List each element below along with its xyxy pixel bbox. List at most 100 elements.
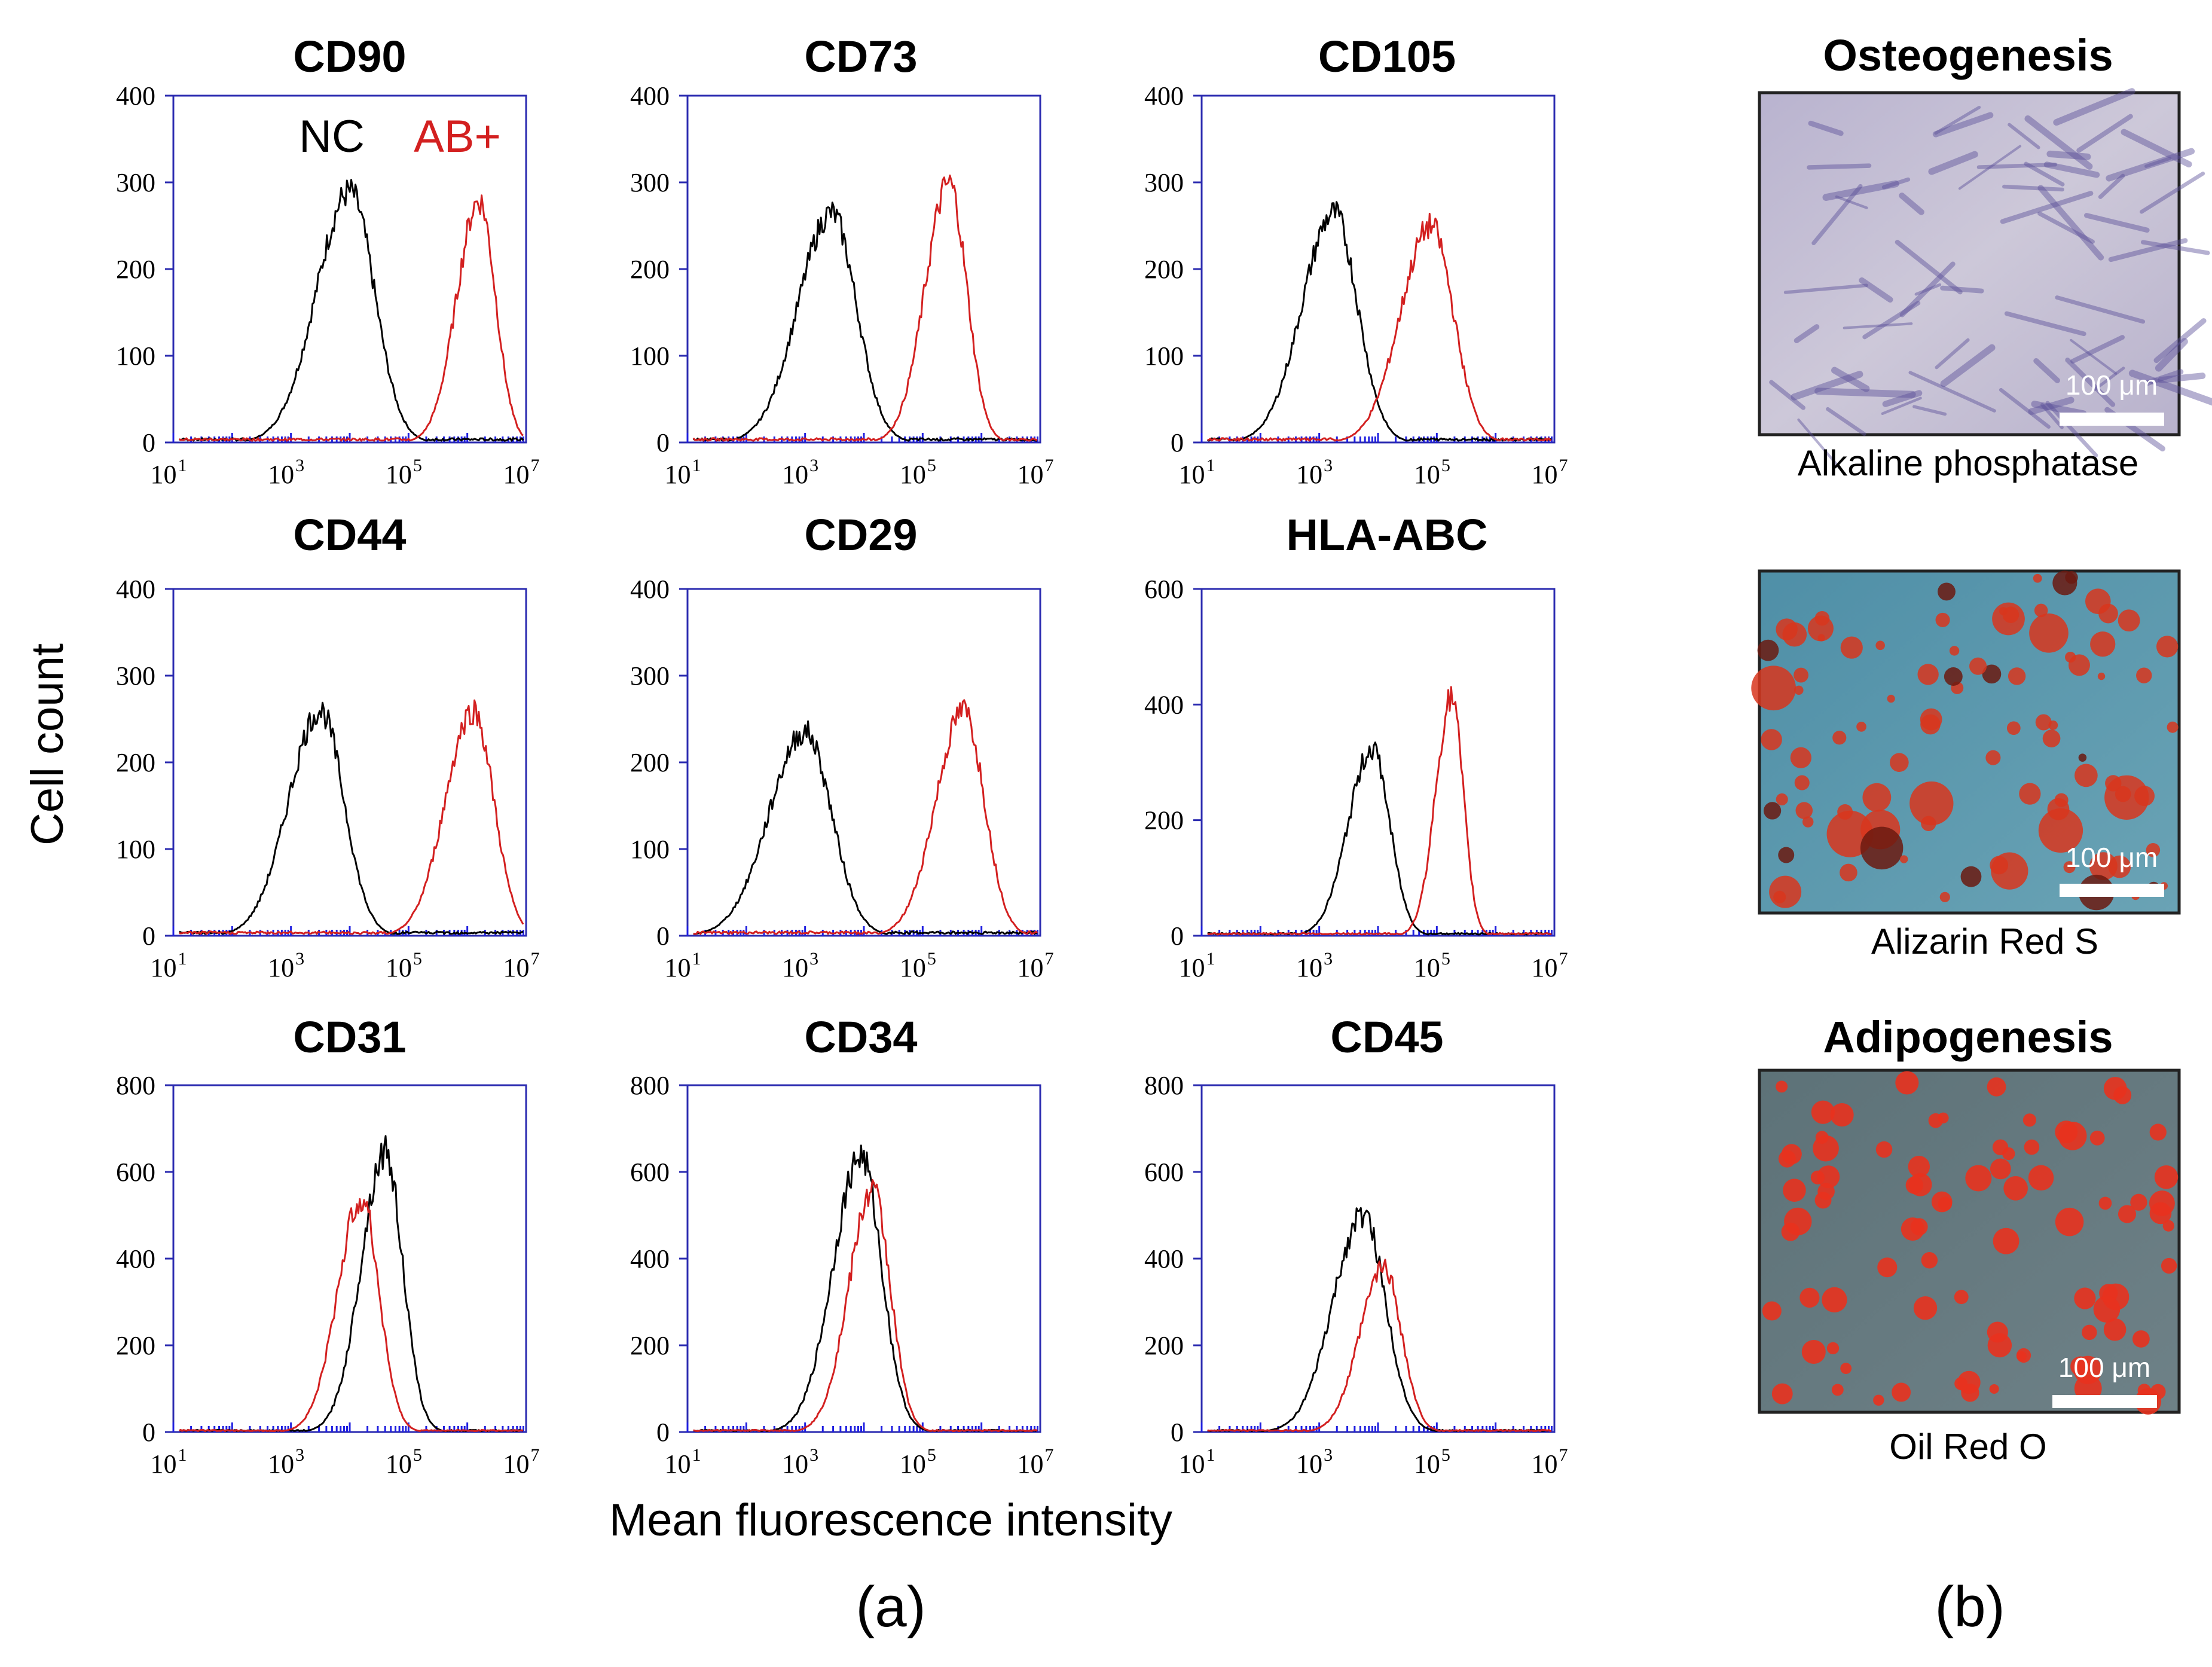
lipid-droplet <box>1954 1377 1968 1390</box>
stain-streak <box>1912 405 1947 416</box>
series-abplus <box>1207 1259 1552 1432</box>
lipid-droplet <box>2016 1351 2027 1361</box>
lipid-droplet <box>1913 1296 1938 1320</box>
calcium-deposit <box>1757 639 1779 661</box>
calcium-deposit <box>2054 793 2069 807</box>
calcium-deposit <box>1985 750 2001 765</box>
x-tick-label: 103 <box>268 949 304 982</box>
stain-streak <box>1932 112 1994 138</box>
stain-streak <box>2128 370 2212 406</box>
scale-bar <box>2052 1395 2157 1408</box>
y-tick-label: 400 <box>630 1244 670 1274</box>
lipid-droplet <box>1817 1183 1835 1201</box>
x-tick-label: 107 <box>1018 949 1054 982</box>
calcium-deposit <box>1921 816 1936 831</box>
plot-frame <box>1200 94 1556 444</box>
stain-streak <box>2046 150 2091 160</box>
lipid-droplet <box>1875 1141 1893 1158</box>
chart-cd34: CD34 0 200 400 600 800 101 103 105 107 <box>630 1012 1054 1479</box>
series-abplus <box>693 699 1038 935</box>
stain-streak <box>2158 373 2206 383</box>
lipid-droplet <box>1877 1257 1898 1278</box>
series-abplus <box>178 194 524 442</box>
calcium-deposit <box>2156 636 2179 658</box>
y-tick-label: 400 <box>630 81 670 111</box>
lipid-droplet <box>2082 1324 2097 1341</box>
y-tick-label: 100 <box>1144 341 1184 371</box>
series-nc <box>693 720 1038 935</box>
calcium-deposit <box>1899 855 1908 863</box>
stain-streak <box>2040 403 2064 429</box>
stain-streak <box>1783 283 1868 294</box>
histogram-grid: CD90 0 100 200 300 400 101 103 105 107 CD73 0 100 200… <box>116 32 1568 1479</box>
x-tick-label: 103 <box>1296 1445 1333 1479</box>
calcium-deposit <box>2115 786 2131 802</box>
x-tick-label: 107 <box>1018 456 1054 489</box>
chart-title: CD45 <box>1330 1012 1443 1062</box>
lipid-droplet <box>1771 1383 1793 1405</box>
stain-streak <box>2028 396 2074 415</box>
lipid-droplet <box>1892 1382 1911 1402</box>
stain-streak <box>2070 338 2118 375</box>
x-tick-label: 101 <box>665 1445 701 1479</box>
lipid-droplet <box>2028 1165 2054 1191</box>
x-tick-label: 101 <box>1179 1445 1215 1479</box>
x-tick-label: 105 <box>1414 1445 1450 1479</box>
calcium-deposit <box>1909 781 1954 826</box>
chart-title: CD31 <box>293 1012 406 1062</box>
y-tick-label: 300 <box>630 168 670 197</box>
series-abplus <box>1207 686 1552 936</box>
lipid-droplet <box>1781 1222 1800 1241</box>
stain-streak <box>1899 193 1924 215</box>
stain-streak <box>1791 371 1863 401</box>
lipid-droplet <box>2022 1113 2037 1127</box>
calcium-deposit <box>1935 612 1950 627</box>
stain-streak <box>2055 295 2146 324</box>
calcium-deposit <box>1920 714 1941 735</box>
stain-streak <box>1794 324 1820 344</box>
lipid-droplet <box>1989 1384 1999 1394</box>
calcium-deposit <box>1837 804 1853 820</box>
chart-title: CD29 <box>804 510 917 560</box>
calcium-deposit <box>2105 775 2122 792</box>
calcium-deposit <box>1794 775 1810 790</box>
calcium-deposit <box>2042 729 2061 747</box>
y-tick-label: 0 <box>142 428 155 457</box>
x-tick-label: 107 <box>503 456 540 489</box>
scale-bar-label: 100 μm <box>2058 1352 2150 1383</box>
series-nc <box>1207 741 1552 936</box>
calcium-deposit <box>1776 793 1788 805</box>
plot-frame <box>686 588 1041 937</box>
x-tick-label: 103 <box>1296 456 1333 489</box>
calcium-deposit <box>1949 646 1960 656</box>
stain-streak <box>1899 261 1956 317</box>
calcium-deposit <box>1917 664 1939 685</box>
stain-streak <box>1976 163 2057 169</box>
stain-streak <box>2008 123 2040 149</box>
x-tick-label: 105 <box>386 456 422 489</box>
calcium-deposit <box>2034 603 2048 618</box>
oil-red-o-image: 100 μm <box>1758 1068 2181 1415</box>
legend-nc: NC <box>299 111 365 162</box>
x-tick-label: 103 <box>268 456 304 489</box>
x-tick-label: 105 <box>900 949 936 982</box>
calcium-deposit <box>1773 890 1786 903</box>
lipid-droplet <box>2103 1077 2127 1100</box>
calcium-deposit <box>1860 826 1904 870</box>
chart-hla-abc: HLA-ABC 0 200 400 600 101 103 105 107 <box>1144 510 1568 982</box>
stain-streak <box>2024 161 2065 187</box>
y-tick-label: 200 <box>1144 1331 1184 1360</box>
x-tick-label: 105 <box>386 949 422 982</box>
lipid-droplet <box>2055 1207 2084 1236</box>
calcium-deposit <box>1960 866 1982 887</box>
stain-streak <box>2140 240 2210 255</box>
lipid-droplet <box>1762 1301 1782 1321</box>
plot-frame <box>1200 1084 1556 1433</box>
calcium-deposit <box>1982 664 2002 684</box>
chart-title: CD90 <box>293 32 406 81</box>
calcium-deposit <box>1969 657 1987 675</box>
calcium-deposit <box>1769 875 1802 908</box>
calcium-deposit <box>2090 631 2116 657</box>
stain-streak <box>2037 211 2095 244</box>
x-tick-label: 105 <box>386 1445 422 1479</box>
